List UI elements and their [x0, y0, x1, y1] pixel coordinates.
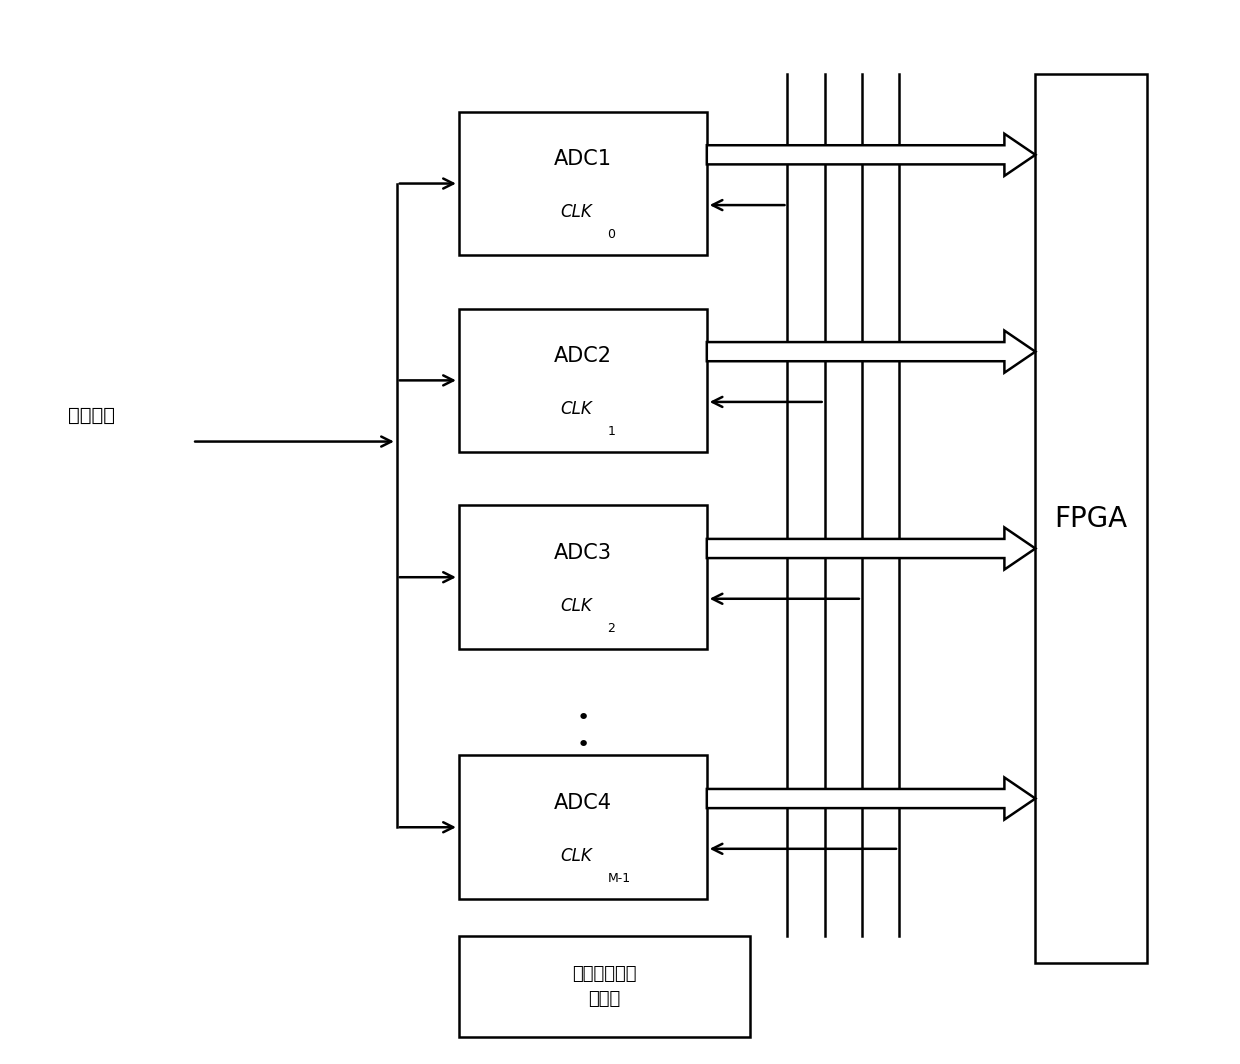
Text: CLK: CLK	[560, 400, 593, 418]
Text: CLK: CLK	[560, 203, 593, 221]
Text: ADC1: ADC1	[554, 149, 611, 169]
Bar	[1035, 74, 1147, 963]
Text: 1: 1	[608, 426, 615, 438]
Bar	[459, 936, 750, 1037]
FancyArrow shape	[707, 331, 1035, 372]
Text: ADC4: ADC4	[554, 793, 611, 813]
FancyArrow shape	[707, 134, 1035, 176]
FancyArrow shape	[707, 778, 1035, 819]
Text: 系统时钟产生
和分配: 系统时钟产生 和分配	[572, 965, 637, 1009]
Text: •: •	[577, 735, 589, 754]
Bar	[459, 505, 707, 649]
Bar	[459, 112, 707, 255]
Text: CLK: CLK	[560, 597, 593, 615]
FancyArrow shape	[707, 528, 1035, 569]
Text: FPGA: FPGA	[1055, 504, 1127, 533]
Bar	[459, 755, 707, 899]
Text: CLK: CLK	[560, 847, 593, 865]
Text: •: •	[577, 709, 589, 728]
Text: ADC2: ADC2	[554, 346, 611, 366]
Text: ADC3: ADC3	[554, 543, 611, 563]
Bar	[459, 309, 707, 452]
Text: M-1: M-1	[608, 872, 631, 885]
Text: 0: 0	[608, 229, 615, 242]
Text: 模拟信号: 模拟信号	[68, 405, 115, 425]
Text: 2: 2	[608, 621, 615, 635]
